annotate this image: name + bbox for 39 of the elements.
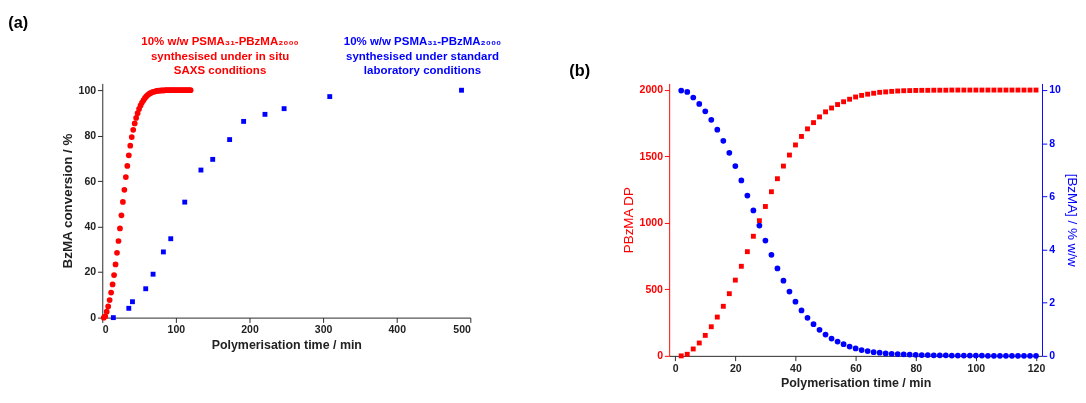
y2-tick-label: 6: [1049, 189, 1056, 202]
y-tick-label: 500: [645, 282, 664, 295]
y-axis-title: PBzMA DP: [620, 186, 636, 254]
y2-tick-label: 8: [1049, 136, 1056, 149]
text: 10% w/w PSMA₃₁-PBzMA₂₀₀₀ synthesised under standard laboratory conditions: [343, 35, 502, 76]
y-axis-title: BzMA conversion / %: [59, 133, 75, 269]
y-tick-label: 0: [657, 349, 664, 362]
chart-title: (b): [569, 60, 591, 79]
y-tick-label: 20: [84, 265, 97, 278]
y-tick-label: 2000: [639, 83, 664, 96]
y-tick-label: 1000: [639, 216, 664, 229]
x-tick-label: 200: [241, 323, 259, 336]
y2-tick-label: 2: [1049, 296, 1056, 309]
y-tick-label: 1500: [639, 149, 664, 162]
x-tick-label: 300: [314, 323, 333, 336]
y2-tick-label: 4: [1049, 242, 1056, 255]
chart-title: (a): [8, 12, 29, 31]
y-tick-label: 40: [84, 220, 97, 233]
x-axis-title: Polymerisation time / min: [211, 337, 362, 352]
y-tick-label: 60: [84, 174, 97, 187]
x-tick-label: 400: [388, 323, 407, 336]
x-tick-label: 20: [729, 361, 742, 374]
x-tick-label: 0: [672, 361, 679, 374]
x-tick-label: 500: [453, 323, 471, 336]
y-tick-label: 80: [84, 129, 97, 142]
x-axis-title: Polymerisation time / min: [780, 375, 932, 390]
y2-axis-title: [BzMA] / % w/w: [1064, 173, 1080, 267]
y2-tick-label: 0: [1049, 349, 1056, 362]
series-label: 10% w/w PSMA₃₁-PBzMA₂₀₀₀ synthesised under in situ SAXS conditions: [141, 35, 299, 76]
y2-tick-label: 10: [1049, 83, 1062, 96]
x-tick-label: 40: [790, 361, 802, 374]
x-tick-label: 120: [1027, 361, 1046, 374]
y-tick-label: 0: [90, 310, 97, 323]
x-tick-label: 100: [167, 323, 186, 336]
x-tick-label: 80: [910, 361, 923, 374]
x-tick-label: 100: [967, 361, 986, 374]
x-tick-label: 60: [850, 361, 863, 374]
x-tick-label: 0: [102, 323, 109, 336]
y-tick-label: 100: [78, 83, 97, 96]
